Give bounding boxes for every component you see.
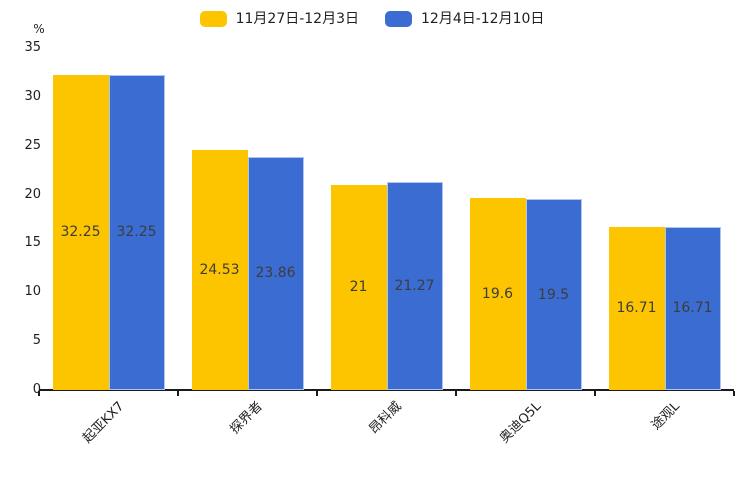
bar-series1 xyxy=(469,198,526,390)
bar-series2 xyxy=(108,74,165,390)
y-axis-tick-label: 35 xyxy=(24,40,41,55)
bar-value-label: 16.71 xyxy=(672,300,713,317)
bar-series1 xyxy=(191,150,248,390)
legend-label-series2: 12月4日-12月10日 xyxy=(421,11,545,27)
bar-series1 xyxy=(52,74,109,390)
bar-value-label: 32.25 xyxy=(116,224,157,241)
y-axis-unit-label: % xyxy=(33,22,45,36)
bar-series1 xyxy=(608,226,665,390)
legend-item-series1: 11月27日-12月3日 xyxy=(199,8,359,30)
bar-value-label: 21 xyxy=(349,279,368,296)
legend-label-series1: 11月27日-12月3日 xyxy=(235,11,359,27)
x-axis-tick xyxy=(177,391,179,396)
bar-value-label: 19.6 xyxy=(481,286,514,303)
x-axis-category-label: 探界者 xyxy=(227,399,267,438)
y-axis-tick-label: 20 xyxy=(24,186,41,202)
y-axis-tick-label: 30 xyxy=(24,88,41,104)
x-axis-tick xyxy=(38,391,40,396)
legend-swatch-blue-icon xyxy=(385,11,412,27)
x-axis-category-label: 奥迪Q5L xyxy=(496,399,545,447)
y-axis-tick-label: 15 xyxy=(24,235,41,251)
y-axis-tick-label: 25 xyxy=(24,137,41,153)
x-axis-category-label: 途观L xyxy=(648,399,684,434)
bar-value-label: 32.25 xyxy=(60,224,101,241)
bar-value-label: 19.5 xyxy=(537,286,570,303)
y-axis-tick-label: 0 xyxy=(32,382,41,397)
bar-series2 xyxy=(664,226,721,390)
x-axis-tick xyxy=(316,391,318,396)
x-axis-tick xyxy=(733,391,735,396)
legend-item-series2: 12月4日-12月10日 xyxy=(385,8,544,30)
y-axis-tick-label: 5 xyxy=(32,333,41,349)
x-axis-line xyxy=(39,389,734,391)
bar-series2 xyxy=(525,199,582,390)
y-axis-tick-label: 10 xyxy=(24,284,41,300)
bar-value-label: 24.53 xyxy=(199,262,240,279)
x-axis-tick xyxy=(455,391,457,396)
bar-series2 xyxy=(247,156,304,390)
chart-legend: 11月27日-12月3日 12月4日-12月10日 xyxy=(0,8,744,30)
bar-value-label: 16.71 xyxy=(616,300,657,317)
x-axis-tick xyxy=(594,391,596,396)
bar-value-label: 23.86 xyxy=(255,265,296,282)
bar-value-label: 21.27 xyxy=(394,278,435,295)
x-axis-category-label: 起亚KX7 xyxy=(79,399,128,447)
x-axis-category-label: 昂科威 xyxy=(366,399,406,438)
bar-series2 xyxy=(386,182,443,390)
legend-swatch-yellow-icon xyxy=(199,11,227,27)
bar-series1 xyxy=(330,184,387,390)
